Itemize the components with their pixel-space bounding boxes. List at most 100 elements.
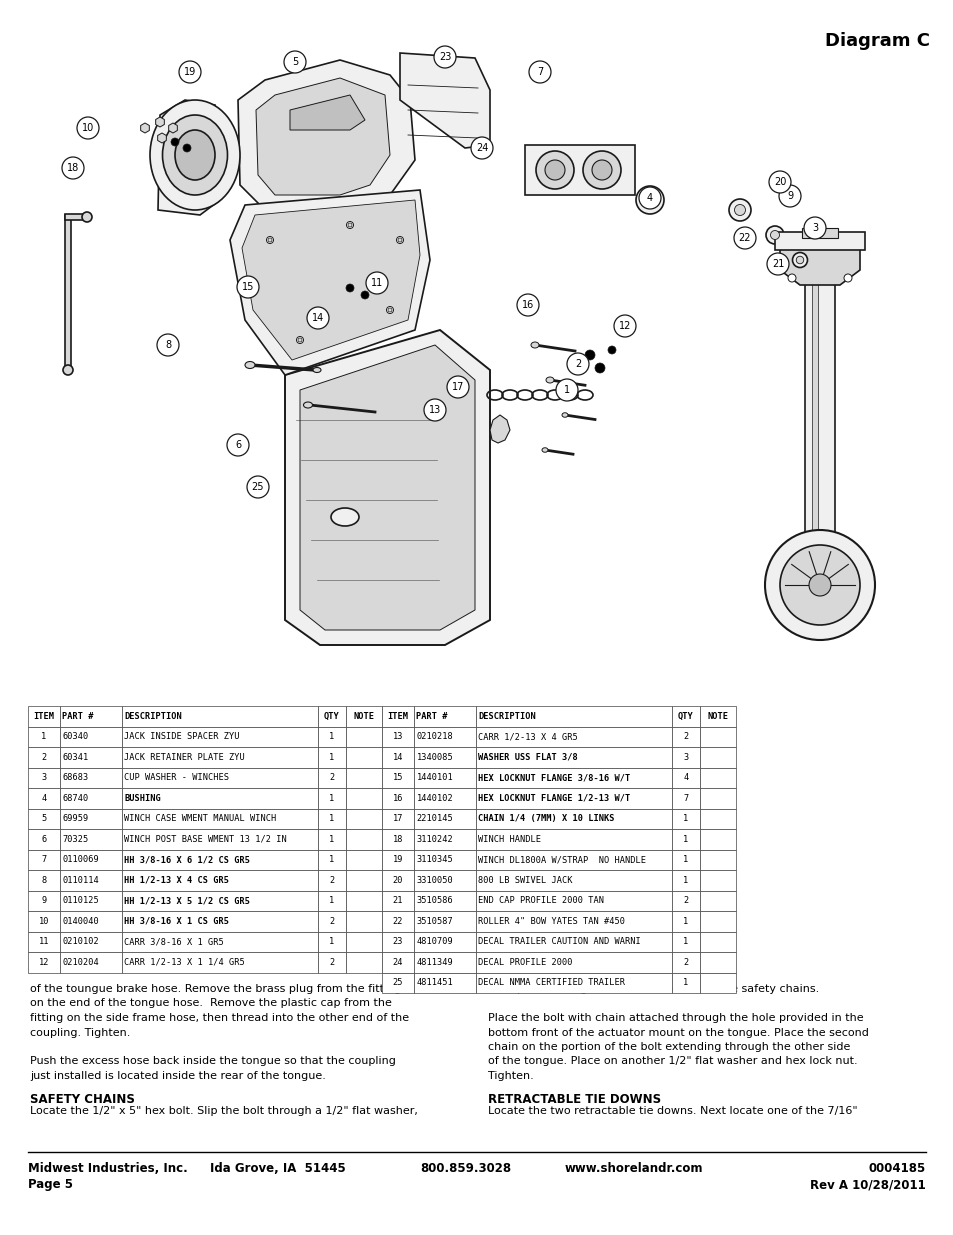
Bar xyxy=(60,829,122,850)
Text: 14: 14 xyxy=(312,312,324,324)
Bar xyxy=(122,809,317,829)
Text: 8: 8 xyxy=(165,340,171,350)
Bar xyxy=(381,850,414,869)
Bar xyxy=(122,890,317,911)
Ellipse shape xyxy=(313,368,320,373)
Text: 60341: 60341 xyxy=(63,753,89,762)
Text: 69959: 69959 xyxy=(63,814,89,824)
Bar xyxy=(28,706,60,726)
Text: 3110345: 3110345 xyxy=(416,856,453,864)
Bar xyxy=(346,747,381,767)
Text: 68683: 68683 xyxy=(63,773,89,782)
Bar xyxy=(381,911,414,931)
Ellipse shape xyxy=(388,308,392,312)
Text: 1340085: 1340085 xyxy=(416,753,453,762)
Bar xyxy=(414,747,476,767)
Ellipse shape xyxy=(642,193,657,207)
Bar xyxy=(122,788,317,809)
Text: 4: 4 xyxy=(646,193,653,203)
Text: 1: 1 xyxy=(682,916,688,926)
Text: WINCH DL1800A W/STRAP  NO HANDLE: WINCH DL1800A W/STRAP NO HANDLE xyxy=(478,856,646,864)
Text: HH 3/8-16 X 6 1/2 CS GR5: HH 3/8-16 X 6 1/2 CS GR5 xyxy=(125,856,251,864)
Bar xyxy=(700,788,735,809)
Ellipse shape xyxy=(607,346,616,354)
Ellipse shape xyxy=(734,205,744,215)
Bar xyxy=(122,767,317,788)
Text: 1: 1 xyxy=(682,978,688,987)
Bar xyxy=(346,726,381,747)
Bar xyxy=(700,809,735,829)
Text: of the tongue. Place on another 1/2" flat washer and hex lock nut.: of the tongue. Place on another 1/2" fla… xyxy=(488,1056,857,1067)
Ellipse shape xyxy=(779,185,801,207)
Ellipse shape xyxy=(765,226,783,245)
Bar xyxy=(414,869,476,890)
Bar xyxy=(381,788,414,809)
Ellipse shape xyxy=(556,379,578,401)
Text: HH 1/2-13 X 4 CS GR5: HH 1/2-13 X 4 CS GR5 xyxy=(125,876,230,884)
Ellipse shape xyxy=(157,333,179,356)
Bar xyxy=(28,747,60,767)
Ellipse shape xyxy=(614,315,636,337)
Text: 10: 10 xyxy=(39,916,50,926)
Bar xyxy=(346,706,381,726)
Bar xyxy=(700,972,735,993)
Text: BUSHING: BUSHING xyxy=(125,794,161,803)
Polygon shape xyxy=(299,345,475,630)
Text: 11: 11 xyxy=(39,937,50,946)
Text: 20: 20 xyxy=(393,876,403,884)
Ellipse shape xyxy=(348,224,352,227)
Bar xyxy=(671,747,700,767)
Ellipse shape xyxy=(541,448,547,452)
Text: ITEM: ITEM xyxy=(387,711,408,721)
Text: 0004185: 0004185 xyxy=(868,1162,925,1174)
Ellipse shape xyxy=(471,137,493,159)
Text: 1: 1 xyxy=(329,856,335,864)
Bar xyxy=(122,850,317,869)
Text: Push the excess hose back inside the tongue so that the coupling: Push the excess hose back inside the ton… xyxy=(30,1056,395,1067)
Text: WASHER USS FLAT 3/8: WASHER USS FLAT 3/8 xyxy=(478,753,578,762)
Bar xyxy=(381,726,414,747)
Bar xyxy=(60,890,122,911)
Text: 12: 12 xyxy=(39,958,50,967)
Text: www.shorelandr.com: www.shorelandr.com xyxy=(564,1162,702,1174)
Bar xyxy=(671,809,700,829)
Text: Ida Grove, IA  51445: Ida Grove, IA 51445 xyxy=(210,1162,345,1174)
Text: 4: 4 xyxy=(682,773,688,782)
Text: 17: 17 xyxy=(452,382,464,391)
Text: DESCRIPTION: DESCRIPTION xyxy=(478,711,536,721)
Text: 0110069: 0110069 xyxy=(63,856,99,864)
Ellipse shape xyxy=(434,46,456,68)
Text: 1: 1 xyxy=(329,814,335,824)
Text: Locate the two retractable tie downs. Next locate one of the 7/16": Locate the two retractable tie downs. Ne… xyxy=(488,1107,857,1116)
Bar xyxy=(60,747,122,767)
Text: 1: 1 xyxy=(682,876,688,884)
Bar xyxy=(346,767,381,788)
Bar xyxy=(28,952,60,972)
Bar xyxy=(317,931,346,952)
Ellipse shape xyxy=(297,338,302,342)
Ellipse shape xyxy=(62,157,84,179)
Bar xyxy=(346,952,381,972)
Text: PART #: PART # xyxy=(63,711,94,721)
Text: then place through the last link of one of the safety chains.: then place through the last link of one … xyxy=(488,984,819,994)
Bar xyxy=(28,767,60,788)
Text: JACK INSIDE SPACER ZYU: JACK INSIDE SPACER ZYU xyxy=(125,732,240,741)
Text: fitting on the side frame hose, then thread into the other end of the: fitting on the side frame hose, then thr… xyxy=(30,1013,409,1023)
Text: 5: 5 xyxy=(41,814,47,824)
Text: 1: 1 xyxy=(329,794,335,803)
Bar xyxy=(60,850,122,869)
Text: Diagram C: Diagram C xyxy=(824,32,929,49)
Text: 0210204: 0210204 xyxy=(63,958,99,967)
Ellipse shape xyxy=(582,151,620,189)
Text: JACK RETAINER PLATE ZYU: JACK RETAINER PLATE ZYU xyxy=(125,753,245,762)
Text: 23: 23 xyxy=(393,937,403,946)
Text: 4811451: 4811451 xyxy=(416,978,453,987)
Bar xyxy=(28,869,60,890)
Bar xyxy=(60,788,122,809)
Text: 1: 1 xyxy=(329,753,335,762)
Text: 800 LB SWIVEL JACK: 800 LB SWIVEL JACK xyxy=(478,876,573,884)
Text: 7: 7 xyxy=(41,856,47,864)
Text: 70325: 70325 xyxy=(63,835,89,844)
Ellipse shape xyxy=(584,350,595,359)
Bar xyxy=(671,869,700,890)
